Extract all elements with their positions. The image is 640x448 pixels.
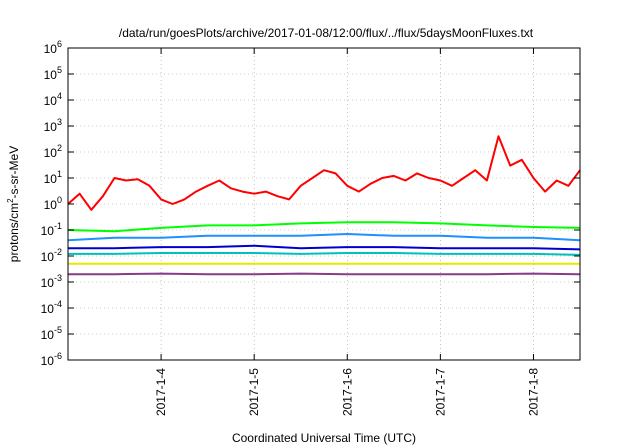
y-tick-label: 10-6: [41, 351, 62, 368]
y-tick-label: 101: [44, 169, 62, 186]
x-tick-label: 2017-1-6: [340, 368, 354, 416]
series-layer: [67, 135, 581, 276]
x-tick-label: 2017-1-4: [154, 368, 168, 416]
y-tick-label-base: 10: [44, 198, 58, 212]
series-line-1: [67, 135, 581, 211]
y-tick-label-exp: -6: [54, 351, 62, 361]
y-tick-label-exp: -2: [54, 247, 62, 257]
y-tick-label-exp: 4: [57, 91, 62, 101]
y-tick-label-exp: 6: [57, 39, 62, 49]
y-tick-label: 10-3: [41, 273, 62, 290]
y-tick-label: 103: [44, 117, 62, 134]
y-axis-label-rest: -s-sr-MeV: [7, 146, 21, 199]
ticks: [68, 47, 580, 361]
y-tick-label-exp: 5: [57, 65, 62, 75]
y-tick-label-base: 10: [41, 250, 55, 264]
y-tick-label: 10-5: [41, 325, 62, 342]
y-tick-label-exp: -3: [54, 273, 62, 283]
y-tick-label-base: 10: [44, 94, 58, 108]
y-tick-label: 10-1: [41, 221, 62, 238]
series-line-7: [68, 272, 581, 276]
y-tick-label-exp: 2: [57, 143, 62, 153]
x-tick-labels: 2017-1-4 2017-1-5 2017-1-6 2017-1-7 2017-1-8: [154, 368, 540, 416]
y-tick-label: 104: [44, 91, 62, 108]
y-tick-label-base: 10: [41, 354, 55, 368]
y-tick-label-exp: 1: [57, 169, 62, 179]
y-tick-label-exp: 3: [57, 117, 62, 127]
x-axis-label: Coordinated Universal Time (UTC): [232, 431, 416, 445]
series-line-2: [67, 221, 581, 233]
y-tick-labels: 10-610-510-410-310-210-11001011021031041…: [41, 39, 62, 368]
y-tick-label-base: 10: [41, 328, 55, 342]
y-tick-label-base: 10: [44, 120, 58, 134]
y-tick-label: 100: [44, 195, 62, 212]
series-line-3: [67, 233, 581, 242]
series-line-5: [68, 252, 581, 256]
y-tick-label: 105: [44, 65, 62, 82]
x-tick-label: 2017-1-8: [526, 368, 540, 416]
chart-title: /data/run/goesPlots/archive/2017-01-08/1…: [119, 26, 534, 40]
x-tick-label: 2017-1-5: [247, 368, 261, 416]
series-line-4: [68, 244, 581, 251]
x-tick-label: 2017-1-7: [433, 368, 447, 416]
y-tick-label-base: 10: [41, 224, 55, 238]
y-tick-label: 10-2: [41, 247, 62, 264]
y-tick-label-base: 10: [44, 42, 58, 56]
y-tick-label: 10-4: [41, 299, 62, 316]
y-tick-label: 102: [44, 143, 62, 160]
grid: [68, 48, 580, 360]
y-tick-label-exp: 0: [57, 195, 62, 205]
y-axis-label: protons/cm2-s-sr-MeV: [6, 146, 21, 262]
y-tick-label-base: 10: [44, 172, 58, 186]
y-tick-label: 106: [44, 39, 62, 56]
y-tick-label-exp: -5: [54, 325, 62, 335]
y-tick-label-base: 10: [44, 68, 58, 82]
y-axis-label-base: protons/cm: [7, 203, 21, 262]
y-tick-label-exp: -1: [54, 221, 62, 231]
y-tick-label-exp: -4: [54, 299, 62, 309]
y-tick-label-base: 10: [41, 276, 55, 290]
y-tick-label-base: 10: [44, 146, 58, 160]
y-axis-label-sup: 2: [6, 198, 15, 203]
y-tick-label-base: 10: [41, 302, 55, 316]
